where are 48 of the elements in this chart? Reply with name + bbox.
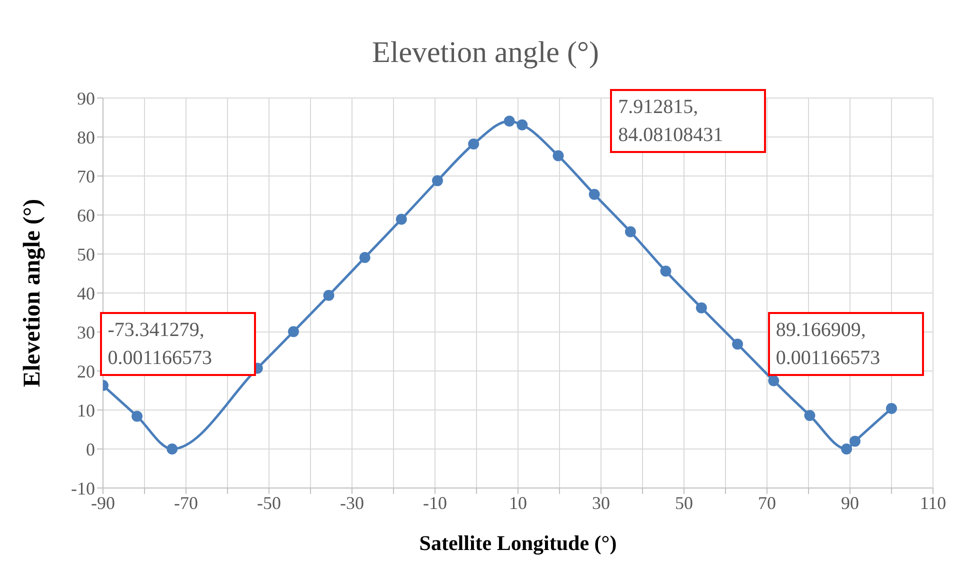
y-axis-title: Elevetion angle (°): [20, 198, 46, 388]
point: [768, 375, 780, 386]
point: [396, 214, 407, 225]
point: [288, 326, 299, 338]
point: [841, 443, 852, 454]
point: [323, 290, 334, 301]
y-tick-label: 90: [77, 88, 95, 108]
y-tick-label: 50: [77, 244, 95, 264]
x-tick-label: -10: [423, 492, 447, 513]
x-tick-label: -70: [174, 492, 198, 513]
point: [516, 119, 528, 130]
y-tick-label: 20: [77, 361, 95, 382]
x-tick-label: 10: [509, 492, 527, 513]
x-tick-label: -30: [340, 492, 364, 513]
point: [468, 138, 480, 150]
point: [696, 302, 707, 314]
y-tick-label: 10: [77, 400, 95, 420]
x-tick-label: 70: [758, 492, 776, 513]
point: [166, 443, 178, 454]
point: [588, 188, 600, 200]
point: [804, 410, 816, 421]
x-tick-label: 50: [675, 492, 693, 513]
point: [432, 175, 443, 186]
y-tick-label: 80: [77, 127, 95, 148]
point: [132, 410, 143, 422]
x-tick-label: 110: [920, 492, 946, 513]
chart-title: Elevetion angle (°): [371, 36, 600, 70]
annotation: 7.912815, 84.08108431: [610, 89, 766, 154]
x-axis-title: Satellite Longitude (°): [419, 531, 617, 555]
point: [624, 226, 636, 238]
x-tick-label: 30: [592, 492, 610, 513]
point: [886, 402, 897, 414]
point: [504, 116, 515, 127]
point: [660, 266, 672, 277]
point: [359, 252, 370, 264]
y-tick-label: 0: [86, 439, 95, 460]
point: [849, 436, 860, 447]
x-tick-label: -50: [257, 492, 281, 513]
y-tick-label: 70: [77, 166, 95, 186]
y-tick-label: 60: [77, 205, 95, 226]
annotation: -73.341279, 0.001166573: [100, 312, 256, 376]
point: [732, 338, 744, 350]
point: [552, 150, 564, 162]
y-tick-label: -10: [71, 478, 95, 498]
y-tick-label: 40: [77, 283, 95, 304]
annotation: 89.166909, 0.001166573: [768, 312, 924, 376]
y-tick-label: 30: [77, 322, 95, 342]
x-tick-label: 90: [841, 492, 859, 513]
